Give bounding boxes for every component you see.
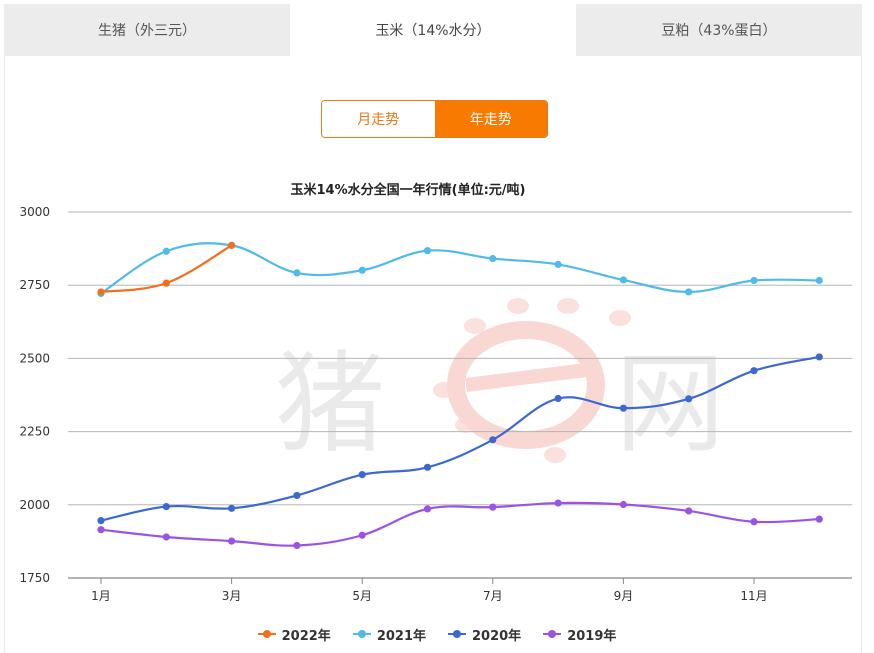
data-point[interactable] — [423, 247, 432, 255]
y-axis: 1750 2000 2250 2500 2750 3000 — [19, 205, 50, 585]
data-point[interactable] — [162, 533, 170, 541]
data-point[interactable] — [293, 491, 301, 500]
tab-corn[interactable]: 玉米（14%水分） — [290, 4, 576, 56]
data-point[interactable] — [97, 526, 105, 534]
data-point[interactable] — [815, 515, 823, 523]
data-point[interactable] — [489, 254, 497, 263]
legend-marker — [352, 629, 371, 639]
yearly-trend-button[interactable]: 年走势 — [434, 101, 547, 137]
data-point[interactable] — [162, 502, 170, 511]
x-tick-label: 5月 — [352, 589, 372, 603]
legend-label: 2022年 — [281, 628, 331, 644]
grid-lines — [68, 211, 852, 579]
y-tick-label: 3000 — [19, 205, 50, 219]
data-point[interactable] — [815, 276, 823, 285]
x-tick-label: 9月 — [614, 589, 634, 603]
legend-item[interactable]: 2019年 — [543, 624, 616, 644]
data-point[interactable] — [750, 276, 758, 285]
data-point[interactable] — [554, 499, 562, 507]
legend-marker — [257, 629, 276, 639]
y-tick-label: 2250 — [19, 425, 50, 439]
data-point[interactable] — [293, 269, 301, 277]
chart-legend: 2022年 2021年 2020年 2019年 — [0, 624, 874, 644]
data-point[interactable] — [228, 537, 236, 545]
series-2020年 — [97, 353, 823, 525]
data-point[interactable] — [162, 279, 170, 287]
data-point[interactable] — [423, 463, 432, 471]
data-point[interactable] — [97, 517, 105, 525]
data-point[interactable] — [423, 505, 432, 513]
series-2021年 — [97, 241, 823, 297]
data-point[interactable] — [750, 518, 758, 526]
data-point[interactable] — [358, 471, 366, 479]
data-point[interactable] — [619, 276, 628, 284]
legend-marker — [448, 629, 466, 639]
series-line — [100, 242, 820, 295]
watermark-text-left: 猪 — [275, 343, 385, 466]
data-point[interactable] — [97, 288, 105, 296]
data-point[interactable] — [554, 260, 562, 269]
data-point[interactable] — [750, 367, 758, 375]
y-tick-label: 2500 — [19, 351, 50, 365]
tab-bar: 生猪（外三元） 玉米（14%水分） 豆粕（43%蛋白） — [4, 4, 862, 56]
data-point[interactable] — [293, 541, 301, 550]
x-axis: 1月 3月 5月 7月 9月 11月 — [91, 578, 768, 603]
legend-label: 2019年 — [567, 628, 617, 644]
data-point[interactable] — [228, 241, 236, 249]
x-tick-label: 3月 — [222, 589, 242, 603]
watermark: 猪 网 — [275, 298, 725, 466]
data-point[interactable] — [489, 503, 497, 511]
data-point[interactable] — [162, 247, 170, 255]
data-point[interactable] — [619, 500, 628, 509]
data-point[interactable] — [815, 353, 823, 361]
data-point[interactable] — [685, 507, 693, 515]
legend-marker — [543, 629, 562, 639]
series-2019年 — [97, 499, 823, 550]
data-point[interactable] — [554, 394, 562, 403]
series-line — [100, 501, 820, 547]
legend-label: 2020年 — [472, 628, 522, 644]
x-tick-label: 1月 — [91, 589, 111, 603]
legend-label: 2021年 — [376, 628, 426, 644]
x-tick-label: 7月 — [483, 589, 503, 603]
series-group — [97, 241, 823, 550]
y-tick-label: 2750 — [19, 278, 50, 292]
data-point[interactable] — [619, 404, 628, 412]
tab-soybean-meal[interactable]: 豆粕（43%蛋白） — [576, 4, 862, 56]
series-2022年 — [97, 241, 236, 296]
data-point[interactable] — [685, 395, 693, 403]
legend-item[interactable]: 2020年 — [448, 624, 521, 644]
monthly-trend-button[interactable]: 月走势 — [322, 101, 435, 137]
series-line — [100, 355, 820, 522]
y-tick-label: 1750 — [19, 571, 50, 585]
trend-toggle: 月走势 年走势 — [321, 100, 548, 138]
data-point[interactable] — [358, 531, 366, 539]
tab-live-pig[interactable]: 生猪（外三元） — [4, 4, 290, 56]
legend-item[interactable]: 2022年 — [257, 624, 331, 644]
data-point[interactable] — [358, 266, 366, 274]
y-tick-label: 2000 — [19, 498, 50, 512]
data-point[interactable] — [685, 288, 693, 296]
data-point[interactable] — [228, 504, 236, 512]
chart-title: 玉米14%水分全国一年行情(单位:元/吨) — [291, 182, 526, 198]
legend-item[interactable]: 2021年 — [352, 624, 426, 644]
x-tick-label: 11月 — [740, 589, 767, 603]
watermark-logo — [433, 298, 631, 463]
data-point[interactable] — [489, 436, 497, 444]
